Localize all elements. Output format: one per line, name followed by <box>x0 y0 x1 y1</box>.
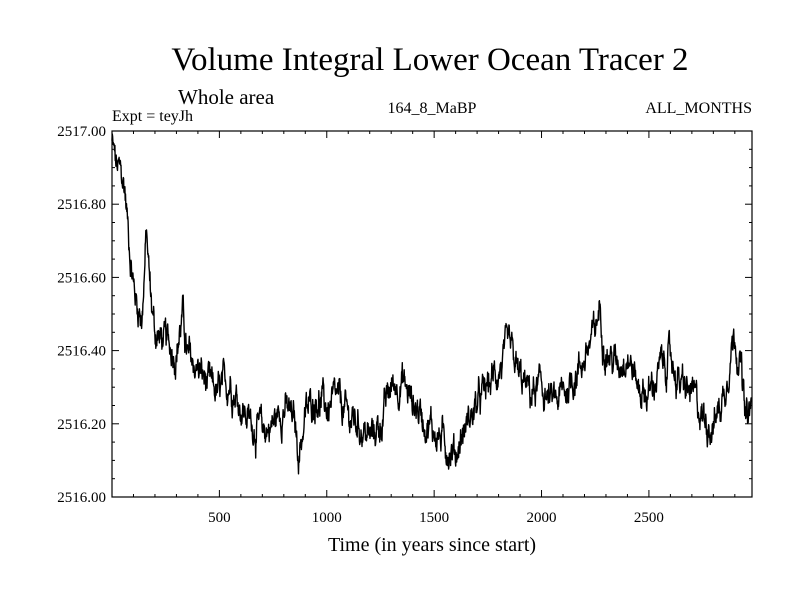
y-tick-label: 2516.40 <box>57 344 106 360</box>
series-line-0 <box>111 133 753 475</box>
data-layer <box>111 133 753 475</box>
x-tick-label: 2500 <box>634 510 664 526</box>
plot-frame <box>111 130 753 498</box>
x-tick-label: 1000 <box>312 510 342 526</box>
y-tick-label: 2516.20 <box>57 417 106 433</box>
x-tick-label: 2000 <box>527 510 557 526</box>
experiment-label: Expt = teyJh <box>112 108 193 125</box>
months-label: ALL_MONTHS <box>645 100 752 117</box>
y-tick-label: 2517.00 <box>57 124 106 140</box>
period-label: 164_8_MaBP <box>388 100 477 117</box>
chart-subtitle: Whole area <box>178 85 275 109</box>
x-axis-label: Time (in years since start) <box>328 534 536 556</box>
x-tick-label: 1500 <box>419 510 449 526</box>
y-tick-label: 2516.80 <box>57 197 106 213</box>
y-tick-label: 2516.60 <box>57 270 106 286</box>
x-tick-label: 500 <box>208 510 231 526</box>
y-tick-label: 2516.00 <box>57 490 106 506</box>
ticks-layer: 500 1000 1500 2000 2500 2516.00 2516.20 2516.40… <box>57 124 752 526</box>
chart-title: Volume Integral Lower Ocean Tracer 2 <box>171 42 688 78</box>
